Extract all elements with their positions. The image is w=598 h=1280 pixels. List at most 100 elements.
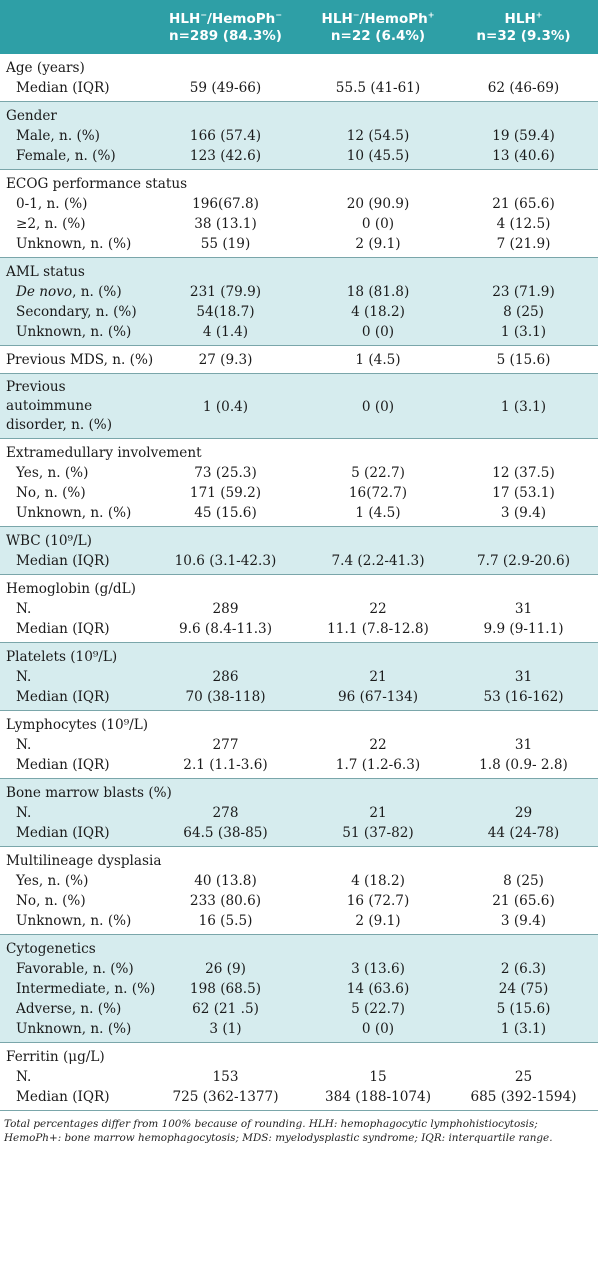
cell-value: 20 (90.9)	[346, 196, 410, 212]
cell-value: 0 (0)	[307, 373, 449, 439]
section-title: Previous autoimmune disorder, n. (%)	[0, 373, 144, 439]
cell-value: 5 (22.7)	[307, 999, 449, 1019]
row-label: Yes, n. (%)	[16, 873, 89, 889]
cell-value: 278	[144, 803, 307, 823]
cell-value: 8 (25)	[503, 873, 544, 889]
table-row: 0-1, n. (%) 196(67.8) 20 (90.9) 21 (65.6)	[0, 194, 598, 214]
section-title-row: Previous autoimmune disorder, n. (%) 1 (0…	[0, 373, 598, 439]
cell-value: 22	[369, 601, 387, 617]
section-title-row: Bone marrow blasts (%)	[0, 778, 598, 803]
section-title: Hemoglobin (g/dL)	[6, 581, 136, 597]
cell-value: 286	[144, 667, 307, 687]
cell-value: 64.5 (38-85)	[144, 823, 307, 847]
row-label: Unknown, n. (%)	[0, 1019, 144, 1043]
header-group-label: HLH−/HemoPh−	[169, 10, 282, 27]
row-label: Median (IQR)	[0, 687, 144, 711]
cell-value: 15	[369, 1069, 387, 1085]
table-row: Male, n. (%) 166 (57.4) 12 (54.5) 19 (59.4)	[0, 126, 598, 146]
cell-value: 231 (79.9)	[144, 282, 307, 302]
row-label: Median (IQR)	[0, 619, 144, 643]
section-title-row: Multilineage dysplasia	[0, 847, 598, 872]
section-title: Platelets (10⁹/L)	[0, 642, 598, 667]
cell-value: 196(67.8)	[192, 196, 259, 212]
row-label: Secondary, n. (%)	[0, 302, 144, 322]
row-label: 0-1, n. (%)	[16, 196, 88, 212]
table-row: Median (IQR) 64.5 (38-85) 51 (37-82) 44 (24…	[0, 823, 598, 847]
cell-value: 166 (57.4)	[144, 126, 307, 146]
cell-value: 289	[212, 601, 239, 617]
table-row: Favorable, n. (%) 26 (9) 3 (13.6) 2 (6.3)	[0, 959, 598, 979]
cell-value: 22	[369, 737, 387, 753]
cell-value: 2 (6.3)	[449, 959, 598, 979]
section-title: AML status	[0, 257, 598, 282]
table-row: Female, n. (%) 123 (42.6) 10 (45.5) 13 (40.…	[0, 146, 598, 170]
row-label: No, n. (%)	[16, 485, 86, 501]
cell-value: 5 (22.7)	[351, 465, 405, 481]
cell-value: 1 (3.1)	[449, 322, 598, 346]
cell-value: 16 (72.7)	[346, 893, 410, 909]
header-hlh-neg-hemoph-neg: HLH−/HemoPh− n=289 (84.3%)	[144, 0, 307, 54]
section-title-row: Lymphocytes (10⁹/L)	[0, 711, 598, 736]
cell-value: 31	[514, 737, 533, 753]
table-row: Median (IQR) 59 (49-66) 55.5 (41-61) 62 (46…	[0, 78, 598, 102]
section-title-row: WBC (10⁹/L)	[0, 526, 598, 551]
row-label: N.	[16, 601, 32, 617]
row-label: N.	[0, 803, 144, 823]
table-row: De novo, n. (%) 231 (79.9) 18 (81.8) 23 (71…	[0, 282, 598, 302]
section-title-row: Cytogenetics	[0, 934, 598, 959]
header-hlh-pos: HLH+ n=32 (9.3%)	[449, 0, 598, 54]
cell-value: 11.1 (7.8-12.8)	[307, 619, 449, 643]
table-row: Adverse, n. (%) 62 (21 .5) 5 (22.7) 5 (15.6…	[0, 999, 598, 1019]
section-title-row: Age (years)	[0, 54, 598, 78]
cell-value: 26 (9)	[144, 959, 307, 979]
cell-value: 51 (37-82)	[307, 823, 449, 847]
cell-value: 70 (38-118)	[144, 687, 307, 711]
cell-value: 16 (5.5)	[144, 911, 307, 935]
row-label: Intermediate, n. (%)	[0, 979, 155, 999]
row-label: Male, n. (%)	[0, 126, 144, 146]
row-label: Unknown, n. (%)	[0, 322, 144, 346]
row-label: Unknown, n. (%)	[0, 503, 144, 527]
cell-value: 0 (0)	[361, 216, 395, 232]
table-row: ≥2, n. (%) 38 (13.1) 0 (0) 4 (12.5)	[0, 214, 598, 234]
cell-value: 3 (1)	[144, 1019, 307, 1043]
cell-value: 16(72.7)	[348, 485, 408, 501]
cell-value: 171 (59.2)	[189, 485, 262, 501]
cell-value: 13 (40.6)	[449, 146, 598, 170]
header-hlh-neg-hemoph-pos: HLH−/HemoPh+ n=22 (6.4%)	[307, 0, 449, 54]
cell-value: 62 (46-69)	[449, 78, 598, 102]
cell-value: 23 (71.9)	[449, 282, 598, 302]
cell-value: 5 (15.6)	[449, 345, 598, 374]
row-label: Median (IQR)	[0, 755, 144, 779]
cell-value: 725 (362-1377)	[144, 1087, 307, 1111]
cell-value: 54(18.7)	[144, 302, 307, 322]
cell-value: 3 (13.6)	[307, 959, 449, 979]
table-row: N. 278 21 29	[0, 803, 598, 823]
table-header: HLH−/HemoPh− n=289 (84.3%) HLH−/HemoPh+ …	[0, 0, 598, 54]
cell-value: 4 (1.4)	[144, 322, 307, 346]
table-row: N. 277 22 31	[0, 735, 598, 755]
cell-value: 31	[449, 667, 598, 687]
cell-value: 45 (15.6)	[144, 503, 307, 527]
section-title: Previous MDS, n. (%)	[0, 345, 153, 374]
cell-value: 21 (65.6)	[492, 893, 555, 909]
section-title: Gender	[0, 101, 598, 126]
cell-value: 685 (392-1594)	[449, 1087, 598, 1111]
row-label: N.	[16, 737, 32, 753]
cell-value: 0 (0)	[307, 322, 449, 346]
cell-value: 1.8 (0.9- 2.8)	[449, 755, 598, 779]
row-label: Adverse, n. (%)	[0, 999, 144, 1019]
row-label: ≥2, n. (%)	[16, 216, 86, 232]
cell-value: 3 (9.4)	[449, 503, 598, 527]
cell-value: 198 (68.5)	[144, 979, 307, 999]
table-row: Unknown, n. (%) 45 (15.6) 1 (4.5) 3 (9.4)	[0, 503, 598, 527]
section-title: Bone marrow blasts (%)	[0, 778, 598, 803]
cell-value: 9.9 (9-11.1)	[449, 619, 598, 643]
cell-value: 10 (45.5)	[307, 146, 449, 170]
section-title-row: Ferritin (μg/L)	[0, 1043, 598, 1068]
row-label: Median (IQR)	[0, 823, 144, 847]
cell-value: 0 (0)	[307, 1019, 449, 1043]
table-row: N. 153 15 25	[0, 1067, 598, 1087]
table-row: Median (IQR) 2.1 (1.1-3.6) 1.7 (1.2-6.3) 1.…	[0, 755, 598, 779]
cell-value: 96 (67-134)	[307, 687, 449, 711]
